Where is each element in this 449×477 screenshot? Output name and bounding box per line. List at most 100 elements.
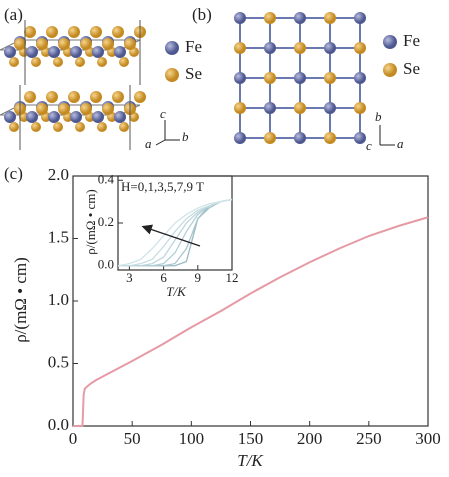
fe-atom (26, 111, 38, 123)
field-arrow (141, 224, 201, 247)
se-atom (354, 42, 366, 54)
x-axis-label: T/K (237, 451, 264, 470)
legend-se (165, 68, 179, 82)
legend-text: Fe (185, 37, 202, 56)
fe-atom (92, 111, 104, 123)
x-tick-label: 200 (297, 429, 323, 448)
legend-se (383, 63, 397, 77)
se-atom (324, 12, 336, 24)
x-tick-label: 0 (69, 429, 78, 448)
se-atom (264, 132, 276, 144)
fe-atom (264, 102, 276, 114)
x-tick-label: 250 (356, 429, 382, 448)
fe-atom (70, 111, 82, 123)
se-atom (97, 122, 107, 132)
fe-atom (354, 12, 366, 24)
fe-atom (4, 111, 16, 123)
y-tick-label: 0.0 (48, 415, 69, 434)
fe-atom (114, 46, 126, 58)
se-atom (24, 91, 36, 103)
axis-letter: c (366, 138, 372, 153)
fe-atom (48, 111, 60, 123)
fe-atom (48, 46, 60, 58)
se-atom (354, 102, 366, 114)
data-line (73, 216, 429, 427)
axis-letter: b (182, 129, 189, 144)
se-atom (46, 91, 58, 103)
se-atom (234, 42, 246, 54)
fe-atom (114, 111, 126, 123)
se-atom (53, 57, 63, 67)
y-tick-label: 2.0 (48, 165, 69, 184)
x-tick-label: 6 (160, 270, 167, 285)
legend-text: Se (185, 64, 202, 83)
se-atom (134, 91, 146, 103)
se-atom (119, 122, 129, 132)
y-tick-label: 0.5 (48, 352, 69, 371)
se-atom (119, 57, 129, 67)
se-atom (46, 26, 58, 38)
legend-fe (165, 41, 179, 55)
fe-atom (234, 72, 246, 84)
legend-text: Se (403, 59, 420, 78)
se-atom (294, 102, 306, 114)
y-tick-label: 1.0 (48, 290, 69, 309)
fe-atom (26, 46, 38, 58)
fe-atom (294, 12, 306, 24)
se-atom (264, 12, 276, 24)
fe-atom (264, 42, 276, 54)
y-tick-label: 1.5 (48, 227, 69, 246)
se-atom (324, 72, 336, 84)
fe-atom (294, 72, 306, 84)
data-line (117, 198, 233, 267)
legend-fe (383, 35, 397, 49)
x-tick-label: 12 (226, 270, 239, 285)
se-atom (31, 122, 41, 132)
se-atom (80, 38, 92, 50)
se-atom (90, 91, 102, 103)
y-tick-label: 0.2 (98, 214, 114, 229)
x-tick-label: 3 (126, 270, 133, 285)
panel-label: (c) (4, 164, 23, 183)
y-tick-label: 0.4 (98, 171, 115, 186)
se-atom (9, 57, 19, 67)
se-atom (36, 38, 48, 50)
y-tick-label: 0.0 (98, 257, 114, 272)
fe-atom (324, 42, 336, 54)
se-atom (124, 38, 136, 50)
axis-letter: c (160, 106, 166, 121)
se-atom (31, 57, 41, 67)
se-atom (264, 72, 276, 84)
se-atom (80, 103, 92, 115)
legend-text: Fe (403, 31, 420, 50)
resistivity-chart: 0 50 100 150 200 250 300 0.0 0.5 1.0 1.5 2.0 T/K ρ/(m… (11, 165, 441, 470)
axis-letter: a (397, 136, 404, 151)
se-atom (102, 103, 114, 115)
se-atom (9, 122, 19, 132)
se-atom (75, 122, 85, 132)
x-tick-label: 300 (415, 429, 441, 448)
se-atom (14, 38, 26, 50)
axis-letter: a (145, 136, 152, 151)
fe-atom (324, 102, 336, 114)
y-axis-label: ρ/(mΩ • cm) (83, 189, 98, 254)
x-tick-label: 150 (238, 429, 264, 448)
x-tick-label: 100 (179, 429, 205, 448)
fe-atom (354, 72, 366, 84)
fe-atom (4, 46, 16, 58)
panel-label: (a) (4, 5, 23, 24)
se-atom (324, 132, 336, 144)
axes-glyph (155, 120, 180, 146)
fe-atom (294, 132, 306, 144)
x-tick-label: 9 (195, 270, 202, 285)
axis-letter: b (375, 109, 382, 124)
se-atom (234, 102, 246, 114)
se-atom (58, 103, 70, 115)
crystal-structures (0, 12, 366, 150)
se-atom (102, 38, 114, 50)
se-atom (90, 26, 102, 38)
se-atom (53, 122, 63, 132)
x-axis-label: T/K (166, 284, 187, 299)
fe-atom (234, 132, 246, 144)
se-atom (24, 26, 36, 38)
